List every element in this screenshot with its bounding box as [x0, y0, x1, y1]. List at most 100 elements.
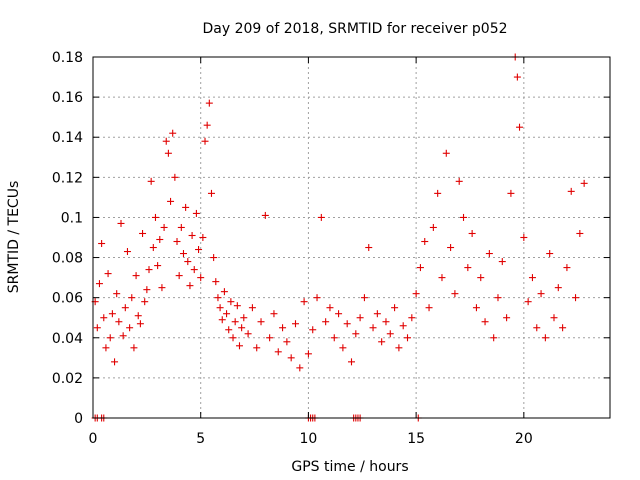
data-point [104, 270, 112, 278]
data-point [559, 324, 567, 332]
data-point [121, 304, 129, 312]
data-point [182, 203, 190, 211]
data-point [408, 314, 416, 322]
data-point [283, 338, 291, 346]
x-tick-label: 15 [407, 431, 425, 447]
data-point [477, 274, 485, 282]
x-tick-label: 20 [515, 431, 533, 447]
data-point [132, 272, 140, 280]
x-tick-label: 0 [89, 431, 98, 447]
data-point [429, 223, 437, 231]
data-point [179, 250, 187, 258]
data-points [91, 53, 588, 422]
data-point [503, 314, 511, 322]
data-point [160, 223, 168, 231]
data-point [188, 231, 196, 239]
data-point [270, 310, 278, 318]
data-point [175, 272, 183, 280]
data-point [524, 298, 532, 306]
data-point [386, 330, 394, 338]
data-point [100, 314, 108, 322]
data-point [145, 266, 153, 274]
data-point [158, 284, 166, 292]
data-point [460, 213, 468, 221]
data-point [156, 236, 164, 244]
data-point [154, 262, 162, 270]
data-point [455, 177, 463, 185]
data-point [139, 229, 147, 237]
data-point [421, 238, 429, 246]
data-point [322, 318, 330, 326]
data-point [309, 326, 317, 334]
y-tick-label: 0.18 [52, 50, 83, 66]
data-point [541, 334, 549, 342]
data-point [136, 320, 144, 328]
data-point [257, 318, 265, 326]
data-point [576, 229, 584, 237]
data-point [296, 364, 304, 372]
data-point [404, 334, 412, 342]
data-point [147, 177, 155, 185]
data-point [231, 318, 239, 326]
data-point [335, 310, 343, 318]
data-point [580, 179, 588, 187]
y-tick-label: 0 [74, 411, 83, 427]
data-point [550, 314, 558, 322]
data-point [513, 73, 521, 81]
data-point [451, 290, 459, 298]
data-point [143, 286, 151, 294]
axis-ticks [92, 56, 610, 419]
x-tick-labels: 0 5 10 15 20 [89, 431, 533, 447]
data-point [507, 189, 515, 197]
data-point [317, 213, 325, 221]
data-point [218, 316, 226, 324]
data-point [442, 149, 450, 157]
data-point [554, 284, 562, 292]
data-point [287, 354, 295, 362]
data-point [244, 330, 252, 338]
data-point [216, 304, 224, 312]
data-point [240, 314, 248, 322]
data-point [98, 240, 106, 248]
y-axis-label: SRMTID / TECUs [6, 181, 22, 294]
data-point [348, 358, 355, 366]
data-point [490, 334, 498, 342]
y-tick-labels: 0 0.02 0.04 0.06 0.08 0.1 0.12 0.14 0.16 0.18 [52, 50, 83, 427]
data-point [378, 338, 386, 346]
data-point [225, 326, 233, 334]
y-tick-label: 0.06 [52, 291, 83, 307]
data-point [113, 290, 121, 298]
data-point [149, 244, 157, 252]
data-point [382, 318, 390, 326]
data-point [253, 344, 261, 352]
data-point [199, 234, 207, 241]
y-tick-label: 0.12 [52, 170, 83, 186]
data-point [279, 324, 287, 332]
data-point [248, 304, 256, 312]
data-point [447, 244, 455, 252]
data-point [438, 274, 446, 282]
data-point [412, 290, 420, 298]
data-point [106, 334, 114, 342]
data-point [195, 246, 203, 254]
data-point [111, 358, 119, 366]
data-point [373, 310, 381, 318]
data-point [304, 350, 312, 358]
data-point [291, 320, 299, 328]
data-point [233, 302, 241, 310]
data-point [425, 304, 433, 312]
data-point [369, 324, 377, 332]
data-point [572, 294, 580, 302]
data-point [516, 123, 524, 131]
data-point [205, 99, 213, 107]
data-point [141, 298, 149, 306]
data-point [300, 298, 308, 306]
data-point [356, 314, 364, 322]
data-point [520, 234, 528, 241]
data-point [537, 290, 545, 298]
data-point [365, 244, 373, 252]
grid-lines [93, 57, 610, 418]
data-point [169, 129, 177, 137]
data-point [274, 348, 282, 356]
